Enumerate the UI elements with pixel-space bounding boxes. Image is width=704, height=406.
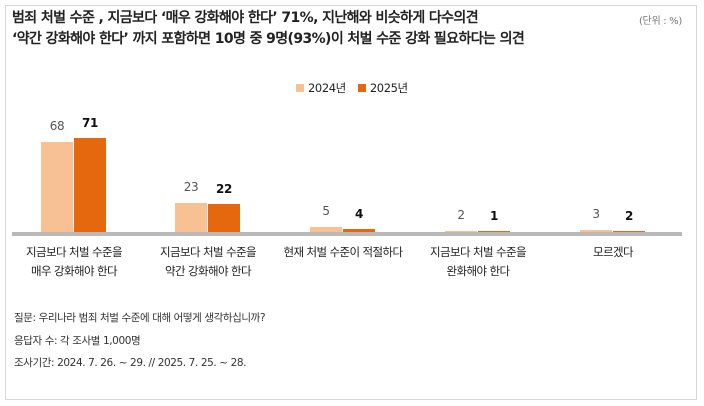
data-label-2024: 3	[592, 206, 600, 221]
bar-2024	[41, 142, 73, 234]
survey-period: 조사기간: 2024. 7. 26. ~ 29. // 2025. 7. 25.…	[14, 357, 247, 369]
category-label-line2: 약간 강화해야 한다	[165, 264, 252, 278]
x-axis-line	[12, 232, 682, 236]
bar-2025	[74, 138, 106, 234]
legend-swatch-2025	[357, 84, 366, 92]
data-label-2025: 22	[216, 182, 232, 197]
legend-swatch-2024	[296, 84, 304, 92]
data-label-2024: 68	[49, 119, 65, 134]
bar-2024	[310, 227, 342, 234]
bar-2025	[208, 204, 240, 234]
survey-question: 질문: 우리나라 범죄 처벌 수준에 대해 어떻게 생각하십니까?	[14, 312, 266, 324]
title-line-2: ‘약간 강화해야 한다’ 까지 포함하면 10명 중 9명(93%)이 처벌 수…	[12, 31, 525, 47]
legend-item-2025: 2025년	[357, 80, 408, 96]
title-line-1: 범죄 처벌 수준 , 지금보다 ‘매우 강화해야 한다’ 71%, 지난해와 비…	[12, 10, 479, 26]
bar-2024	[580, 229, 612, 234]
category-label: 모르겠다	[543, 243, 683, 262]
data-label-2025: 71	[82, 116, 98, 131]
data-label-2024: 23	[183, 179, 199, 194]
bar-2024	[175, 202, 207, 234]
bar-group: 68 71	[41, 100, 107, 234]
data-label-2025: 2	[625, 209, 633, 223]
category-label-line1: 지금보다 처벌 수준을	[26, 245, 123, 259]
category-label-line1: 현재 처벌 수준이 적절하다	[283, 245, 404, 259]
category-label-line1: 지금보다 처벌 수준을	[430, 245, 527, 259]
survey-notes: 질문: 우리나라 범죄 처벌 수준에 대해 어떻게 생각하십니까? 응답자 수:…	[14, 307, 266, 375]
category-label-line1: 지금보다 처벌 수준을	[160, 245, 257, 259]
data-label-2024: 5	[322, 204, 330, 219]
category-label-line2: 완화해야 한다	[446, 264, 511, 278]
bar-2025	[343, 228, 375, 234]
legend-label-2024: 2024년	[308, 81, 346, 95]
data-label-2024: 2	[457, 208, 465, 222]
unit-label: (단위 : %)	[638, 16, 682, 27]
survey-respondents: 응답자 수: 각 조사별 1,000명	[14, 334, 141, 347]
category-label-line2: 매우 강화해야 한다	[31, 264, 118, 278]
legend-label-2025: 2025년	[369, 81, 408, 95]
legend-item-2024: 2024년	[296, 80, 346, 96]
bar-group: 23 22	[175, 100, 241, 234]
category-label: 현재 처벌 수준이 적절하다	[273, 243, 413, 262]
plot-area: 68 71 23 22 5 4 2 1 3 2	[12, 100, 682, 234]
data-label-2025: 4	[355, 206, 363, 221]
chart-frame	[5, 5, 697, 400]
category-label-line1: 모르겠다	[593, 245, 634, 259]
legend: 2024년 2025년	[296, 80, 408, 96]
data-label-2025: 1	[490, 209, 498, 223]
chart-title: 범죄 처벌 수준 , 지금보다 ‘매우 강화해야 한다’ 71%, 지난해와 비…	[12, 8, 525, 50]
